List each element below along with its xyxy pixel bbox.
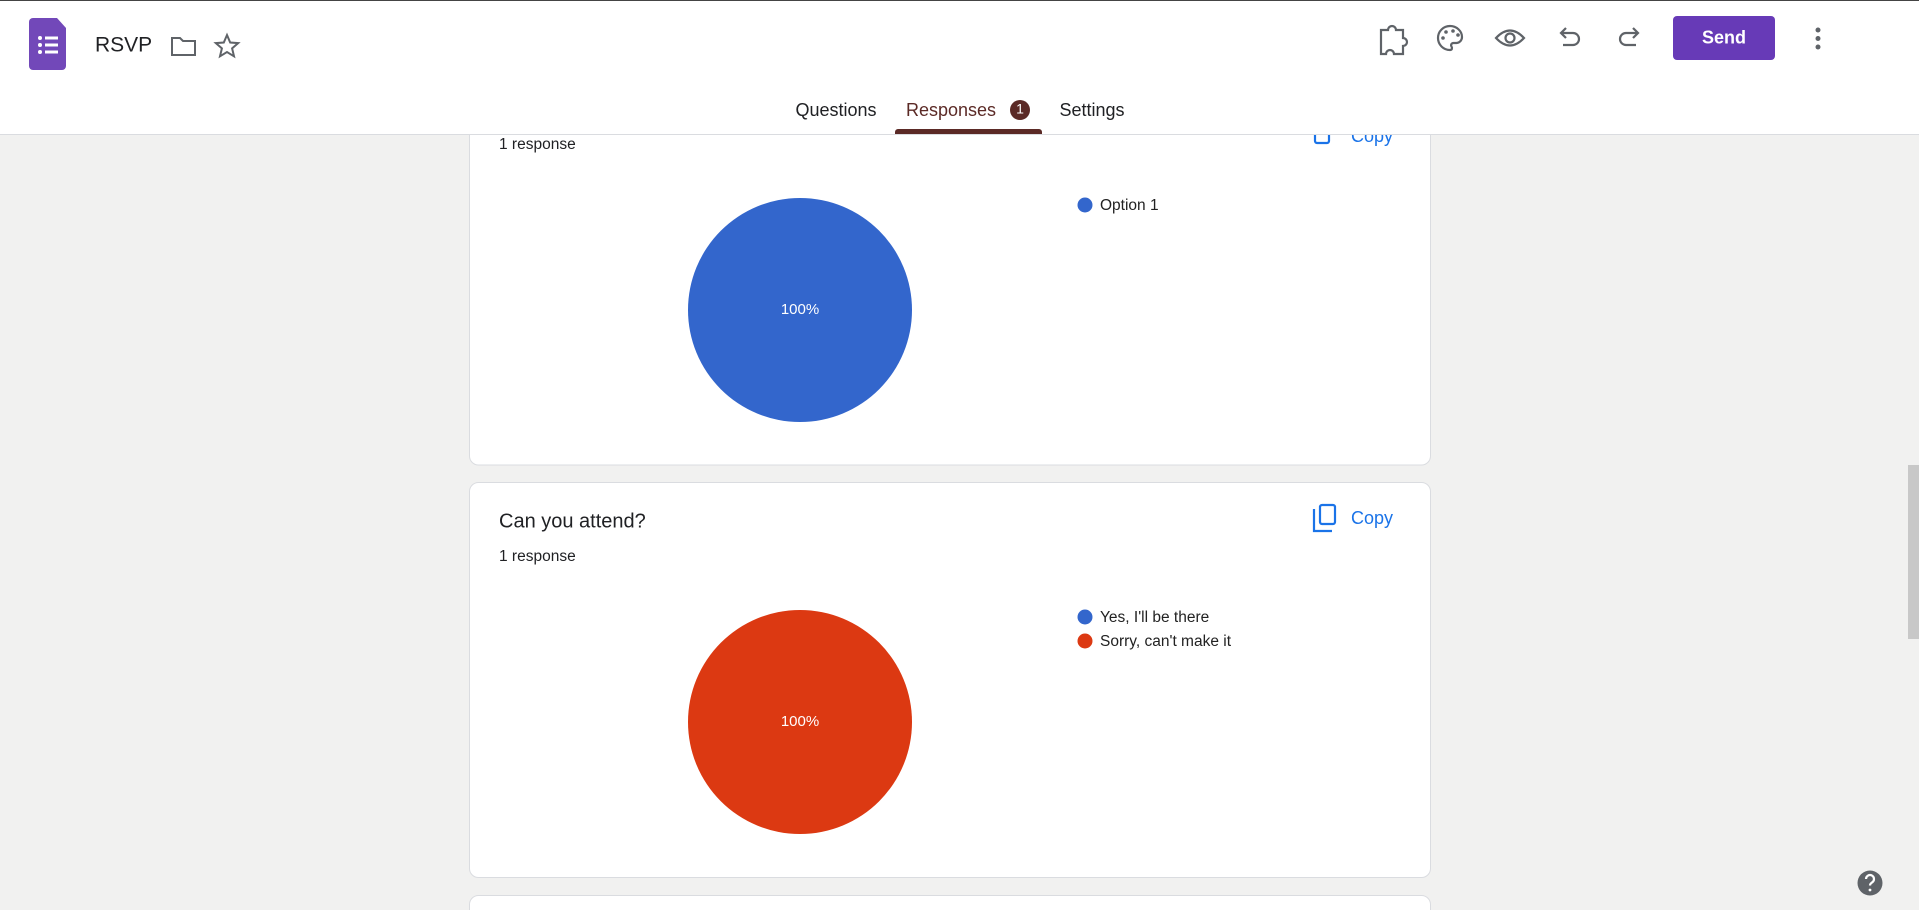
undo-icon[interactable] bbox=[1559, 27, 1581, 47]
send-label: Send bbox=[1702, 27, 1746, 47]
legend-label: Sorry, can't make it bbox=[1100, 633, 1232, 650]
response-count: 1 response bbox=[499, 136, 576, 153]
preview-icon[interactable] bbox=[1494, 29, 1526, 47]
legend-swatch bbox=[1077, 633, 1093, 649]
response-count: 1 response bbox=[499, 548, 576, 565]
redo-icon[interactable] bbox=[1618, 27, 1640, 47]
pie-slice bbox=[688, 610, 912, 834]
form-title[interactable]: RSVP bbox=[95, 34, 152, 57]
legend-label: Yes, I'll be there bbox=[1100, 609, 1209, 626]
badge bbox=[1010, 100, 1030, 120]
copy-icon bbox=[1312, 509, 1332, 533]
pie-label: 100% bbox=[781, 301, 819, 318]
question-title: Can you attend? bbox=[499, 510, 646, 532]
legend-swatch bbox=[1077, 197, 1093, 213]
addons-icon[interactable] bbox=[1379, 24, 1409, 56]
forms-logo[interactable] bbox=[29, 18, 66, 70]
copy-icon bbox=[1318, 503, 1337, 526]
copy-button[interactable]: Copy bbox=[1312, 503, 1393, 533]
tab-active[interactable]: Responses bbox=[906, 100, 996, 120]
pie-slice bbox=[688, 198, 912, 422]
more-menu[interactable] bbox=[1815, 27, 1821, 50]
send-button[interactable]: Send bbox=[1673, 16, 1775, 60]
card bbox=[469, 99, 1431, 466]
pie-label: 100% bbox=[781, 713, 819, 730]
palette-icon[interactable] bbox=[1436, 24, 1464, 52]
star-icon[interactable] bbox=[213, 32, 241, 59]
tab[interactable]: Questions bbox=[795, 100, 876, 120]
tab-indicator bbox=[895, 129, 1042, 134]
legend-label: Option 1 bbox=[1100, 197, 1159, 214]
scrollbar-thumb[interactable] bbox=[1908, 465, 1919, 639]
copy-label: Copy bbox=[1351, 508, 1393, 528]
card bbox=[469, 895, 1431, 910]
header bbox=[0, 0, 1919, 134]
tab[interactable]: Settings bbox=[1059, 100, 1124, 120]
legend-swatch bbox=[1077, 609, 1093, 625]
help-button[interactable] bbox=[1857, 870, 1883, 896]
badge-count: 1 bbox=[1016, 101, 1024, 117]
send-bg bbox=[1673, 16, 1775, 60]
card bbox=[469, 482, 1431, 878]
folder-icon[interactable] bbox=[171, 37, 196, 56]
logo-lines bbox=[38, 36, 58, 54]
